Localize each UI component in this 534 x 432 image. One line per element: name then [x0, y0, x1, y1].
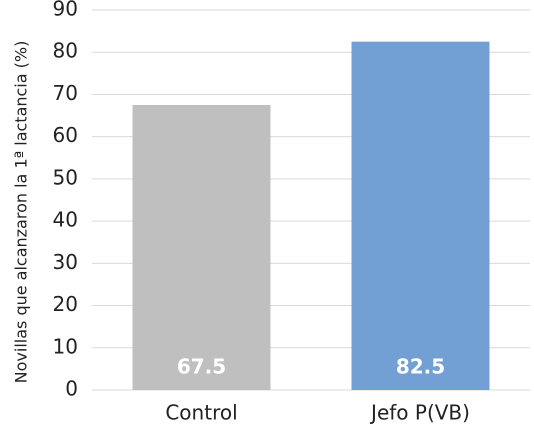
y-tick-label: 30 — [53, 250, 78, 274]
y-tick-label: 50 — [53, 165, 78, 189]
y-axis-label: Novillas que alcanzaron la 1ª lactancia … — [12, 41, 31, 384]
y-tick-label: 70 — [53, 81, 78, 105]
bar — [132, 105, 271, 390]
y-tick-label: 10 — [53, 334, 78, 358]
bar — [351, 41, 490, 391]
x-tick-label: Jefo P(VB) — [369, 401, 470, 425]
y-tick-label: 60 — [53, 123, 78, 147]
y-tick-label: 40 — [53, 208, 78, 232]
y-tick-label: 20 — [53, 292, 78, 316]
y-tick-label: 0 — [65, 377, 78, 401]
y-tick-label: 80 — [53, 39, 78, 63]
value-label: 82.5 — [396, 355, 445, 379]
x-tick-label: Control — [165, 401, 237, 425]
y-tick-label: 90 — [53, 0, 78, 21]
value-label: 67.5 — [177, 355, 226, 379]
